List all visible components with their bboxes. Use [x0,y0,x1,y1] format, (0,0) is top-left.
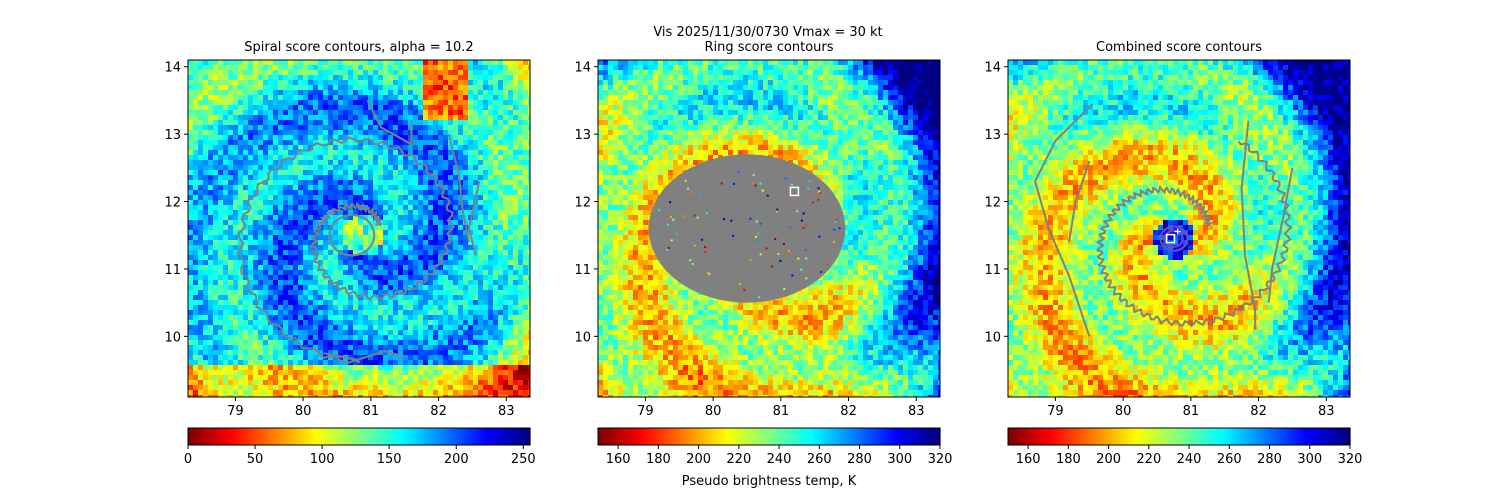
colorbar-tick-label: 200 [686,452,711,467]
x-tick-label: 81 [1183,404,1200,419]
colorbar-3: 160 180 200 220 240 260 280 300 320 [1007,427,1363,467]
contour-line-5 [1068,160,1091,243]
panel-3: Combined score contours 79 80 81 82 83 10 11 12 1… [984,40,1362,467]
y-tick-label: 13 [164,128,181,143]
plus-marker [1174,228,1181,235]
colorbar-tick-label: 240 [1177,452,1202,467]
y-tick-label: 11 [984,263,1001,278]
y-tick-label: 12 [984,196,1001,211]
y-tick-label: 10 [164,330,181,345]
y-tick-label: 12 [574,196,591,211]
x-tick-label: 82 [1250,404,1267,419]
x-tick-label: 81 [363,404,380,419]
x-tick-label: 79 [227,404,244,419]
panel-2-title: Ring score contours [704,40,833,55]
axes-frame [597,59,941,398]
contour-line-2 [328,213,376,257]
y-tick-label: 14 [984,61,1001,76]
contour-line-6 [1240,120,1257,330]
x-tick-label: 83 [498,404,515,419]
colorbar-tick-label: 50 [247,452,264,467]
colorbar-1: 0 50 100 150 200 250 [184,427,536,467]
colorbar-tick-label: 200 [1096,452,1121,467]
colorbar-tick-label: 0 [184,452,192,467]
x-tick-label: 83 [1318,404,1335,419]
colorbar-tick-label: 200 [444,452,469,467]
colorbar-tick-label: 150 [377,452,402,467]
colorbar-tick-label: 240 [767,452,792,467]
x-tick-label: 80 [705,404,722,419]
colorbar-tick-label: 320 [1338,452,1363,467]
colorbar-tick-label: 160 [1016,452,1041,467]
panel-1-title: Spiral score contours, alpha = 10.2 [244,40,473,55]
colorbar-tick-label: 300 [887,452,912,467]
x-tick-label: 80 [295,404,312,419]
contour-line-1 [1095,140,1293,328]
x-tick-label: 82 [840,404,857,419]
y-tick-label: 14 [164,61,181,76]
colorbar-tick-label: 220 [726,452,751,467]
colorbar-tick-label: 260 [1217,452,1242,467]
panel-1: Spiral score contours, alpha = 10.2 79 80 8… [164,40,535,467]
colorbar-tick-label: 280 [1257,452,1282,467]
panel-2: Ring score contours 79 80 81 82 83 10 11 12 13 14 1… [574,40,952,489]
x-tick-label: 83 [908,404,925,419]
colorbar-tick-label: 320 [928,452,953,467]
y-tick-label: 14 [574,61,591,76]
colorbar-2: 160 180 200 220 240 260 280 300 320 Pseudo bright… [597,427,953,489]
heatmap-field [188,60,530,397]
colorbar-tick-label: 260 [807,452,832,467]
y-tick-label: 10 [574,330,591,345]
y-tick-label: 13 [984,128,1001,143]
ring-mask [648,154,846,303]
axes-frame [187,59,531,398]
colorbar-tick-label: 300 [1297,452,1322,467]
contour-line-6 [323,350,405,361]
contour-line-1 [236,136,456,365]
heatmap-field [1008,60,1350,397]
axes-frame [1007,59,1351,398]
contour-line-4 [1034,103,1094,337]
colorbar-tick-label: 220 [1136,452,1161,467]
x-tick-label: 81 [773,404,790,419]
contour-line-5 [366,99,413,146]
y-tick-label: 13 [574,128,591,143]
contour-line-4 [467,181,481,256]
center-marker [789,186,800,197]
colorbar-tick-label: 180 [1056,452,1081,467]
y-tick-label: 10 [984,330,1001,345]
colorbar-tick-label: 160 [606,452,631,467]
contours [236,99,481,365]
contour-line-3 [447,133,470,243]
y-tick-label: 11 [574,263,591,278]
x-tick-label: 80 [1115,404,1132,419]
colorbar-tick-label: 180 [646,452,671,467]
y-tick-label: 12 [164,196,181,211]
colorbar-label: Pseudo brightness temp, K [682,474,857,489]
x-tick-label: 82 [430,404,447,419]
x-tick-label: 79 [637,404,654,419]
contour-line-2 [1159,225,1189,252]
colorbar-tick-label: 280 [847,452,872,467]
colorbar-tick-label: 100 [310,452,335,467]
panel-3-title: Combined score contours [1096,40,1262,55]
x-tick-label: 79 [1047,404,1064,419]
center-marker [1165,233,1176,244]
y-tick-label: 11 [164,263,181,278]
figure-suptitle: Vis 2025/11/30/0730 Vmax = 30 kt [653,25,882,40]
contour-line-7 [1267,167,1294,303]
colorbar-tick-label: 250 [511,452,536,467]
